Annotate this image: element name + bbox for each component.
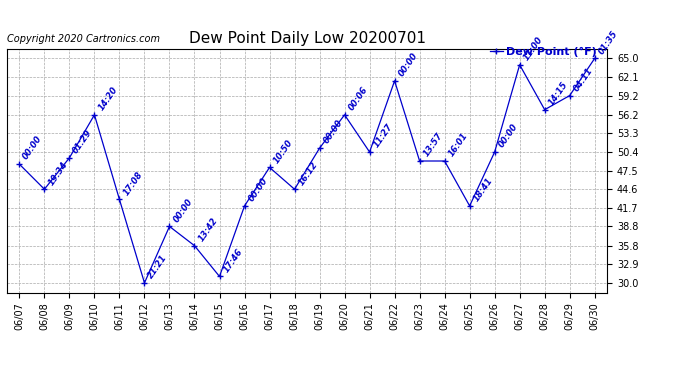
Dew Point (°F) (90, 112, 99, 117)
Dew Point (°F) (491, 150, 499, 154)
Title: Dew Point Daily Low 20200701: Dew Point Daily Low 20200701 (188, 31, 426, 46)
Dew Point (°F) (315, 146, 324, 150)
Dew Point (°F) (140, 280, 148, 285)
Dew Point (°F) (240, 204, 248, 208)
Dew Point (°F) (115, 197, 124, 202)
Text: 11:27: 11:27 (372, 122, 395, 150)
Text: 14:20: 14:20 (97, 85, 119, 112)
Text: 14:15: 14:15 (546, 80, 569, 107)
Text: 00:00: 00:00 (172, 197, 195, 224)
Line: Dew Point (°F): Dew Point (°F) (17, 56, 598, 286)
Text: 18:41: 18:41 (472, 176, 495, 203)
Text: Copyright 2020 Cartronics.com: Copyright 2020 Cartronics.com (7, 34, 160, 44)
Dew Point (°F) (415, 159, 424, 163)
Text: 19:34: 19:34 (46, 159, 69, 187)
Text: 17:46: 17:46 (221, 247, 244, 274)
Text: 01:29: 01:29 (72, 128, 95, 155)
Text: 13:57: 13:57 (422, 131, 444, 159)
Dew Point (°F) (40, 187, 48, 192)
Legend: Dew Point (°F): Dew Point (°F) (485, 42, 602, 61)
Text: 00:00: 00:00 (397, 51, 420, 78)
Text: 13:42: 13:42 (197, 216, 219, 243)
Text: 16:01: 16:01 (446, 131, 469, 159)
Dew Point (°F) (515, 63, 524, 67)
Text: 04:11: 04:11 (572, 66, 595, 93)
Text: 01:35: 01:35 (597, 28, 620, 56)
Text: 00:00: 00:00 (21, 135, 44, 162)
Text: 00:00: 00:00 (497, 122, 520, 150)
Text: 17:08: 17:08 (121, 170, 144, 197)
Dew Point (°F) (566, 93, 574, 98)
Text: 00:06: 00:06 (346, 85, 369, 112)
Text: 10:50: 10:50 (272, 138, 295, 165)
Text: 16:12: 16:12 (297, 159, 319, 187)
Dew Point (°F) (466, 204, 474, 208)
Text: 21:21: 21:21 (146, 253, 169, 280)
Text: 00:00: 00:00 (322, 118, 344, 146)
Dew Point (°F) (366, 150, 374, 154)
Dew Point (°F) (66, 156, 74, 160)
Text: 00:00: 00:00 (246, 176, 269, 203)
Dew Point (°F) (166, 224, 174, 229)
Dew Point (°F) (591, 56, 599, 61)
Dew Point (°F) (391, 79, 399, 83)
Dew Point (°F) (290, 187, 299, 192)
Dew Point (°F) (440, 159, 449, 163)
Dew Point (°F) (15, 162, 23, 166)
Dew Point (°F) (215, 274, 224, 279)
Dew Point (°F) (266, 165, 274, 170)
Dew Point (°F) (540, 108, 549, 112)
Dew Point (°F) (340, 112, 348, 117)
Text: 11:00: 11:00 (522, 35, 544, 62)
Dew Point (°F) (190, 243, 199, 248)
